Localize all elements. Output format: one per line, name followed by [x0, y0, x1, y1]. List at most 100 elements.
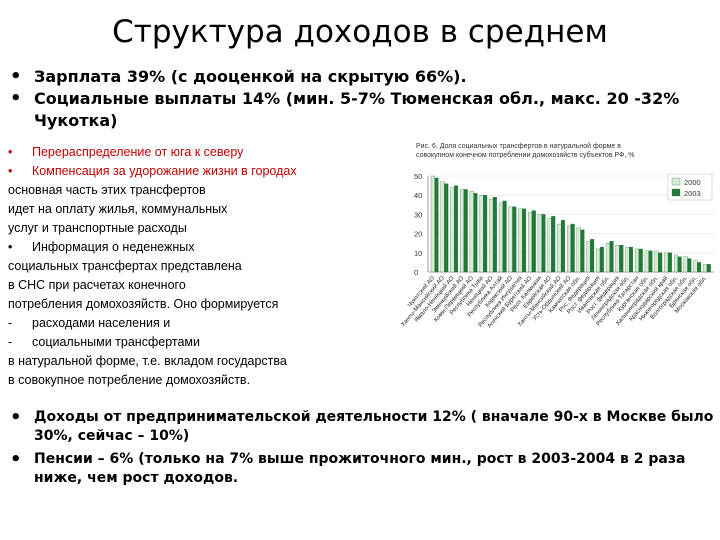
line-text: социальных трансфертах представлена — [8, 259, 242, 273]
bar-2003 — [434, 177, 439, 273]
transfers-line: - расходами населения и — [8, 314, 408, 333]
transfers-line: • Компенсация за удорожание жизни в город… — [8, 162, 408, 181]
line-marker: • — [8, 164, 13, 178]
line-text: Перераспределение от юга к северу — [32, 145, 244, 159]
bar-2003 — [638, 248, 643, 273]
bar-2003 — [483, 195, 488, 273]
bar-2003 — [541, 214, 546, 273]
transfers-line: основная часть этих трансфертов — [8, 181, 408, 200]
bar-2000 — [528, 212, 533, 273]
bar-2000 — [586, 241, 591, 273]
bar-2000 — [469, 191, 474, 273]
line-marker: - — [8, 316, 13, 330]
bar-2003 — [706, 264, 711, 273]
bar-2003 — [677, 256, 682, 273]
y-tick-label: 50 — [414, 172, 422, 181]
bar-2003 — [560, 220, 565, 273]
transfers-line: • Перераспределение от юга к северу — [8, 143, 408, 162]
chart-title: совокупном конечном потреблении домохозя… — [416, 151, 635, 159]
bullet-wages: • Зарплата 39% (с дооценкой на скрытую 6… — [8, 66, 714, 88]
bar-2000 — [489, 198, 494, 273]
line-text: в совокупное потребление домохозяйств. — [8, 373, 251, 387]
legend-swatch — [671, 188, 681, 197]
bullet-pensions: • Пенсии – 6% (только на 7% выше прожито… — [8, 450, 714, 488]
transfers-line: идет на оплату жилья, коммунальных — [8, 200, 408, 219]
line-text: социальными трансфертами — [32, 335, 200, 349]
legend-label: 2003 — [684, 189, 701, 198]
y-tick-label: 10 — [414, 249, 422, 258]
transfers-line: в натуральной форме, т.е. вкладом госуда… — [8, 352, 408, 371]
line-text: Компенсация за удорожание жизни в города… — [32, 164, 297, 178]
bar-2003 — [697, 262, 702, 273]
bar-2000 — [547, 218, 552, 273]
bar-2000 — [654, 250, 659, 273]
bullet-social-payments: • Социальные выплаты 14% (мин. 5-7% Тюме… — [8, 88, 714, 132]
line-text: основная часть этих трансфертов — [8, 183, 206, 197]
transfers-line: потребления домохозяйств. Оно формируетс… — [8, 295, 408, 314]
bar-2000 — [460, 189, 465, 273]
line-text: в СНС при расчетах конечного — [8, 278, 186, 292]
bullet-marker: • — [10, 66, 22, 87]
bar-2003 — [687, 258, 692, 273]
line-marker: • — [8, 145, 13, 159]
bar-2000 — [615, 244, 620, 273]
bar-2003 — [580, 229, 585, 273]
bar-2000 — [703, 264, 708, 273]
bullet-marker: • — [10, 407, 22, 428]
bullet-marker: • — [10, 88, 22, 109]
bar-2003 — [522, 208, 527, 273]
bar-2003 — [629, 246, 634, 273]
bar-2003 — [531, 210, 536, 273]
bar-2000 — [430, 175, 435, 273]
bullet-text: Пенсии – 6% (только на 7% выше прожиточн… — [34, 451, 686, 486]
bar-2000 — [450, 187, 455, 273]
bar-2000 — [664, 252, 669, 273]
bar-2000 — [508, 206, 513, 273]
bar-2003 — [444, 183, 449, 273]
transfers-line: в совокупное потребление домохозяйств. — [8, 371, 408, 390]
legend-label: 2000 — [684, 178, 701, 187]
bar-2003 — [619, 244, 624, 273]
bar-2003 — [658, 252, 663, 273]
line-text: услуг и транспортные расходы — [8, 221, 187, 235]
bar-2000 — [625, 246, 630, 273]
bullet-text: Доходы от предпринимательской деятельнос… — [34, 409, 714, 444]
bar-2000 — [498, 202, 503, 273]
bar-2000 — [605, 243, 610, 273]
chart-title: Рис. 6. Доля социальных трансфертов в на… — [416, 142, 621, 150]
bar-2003 — [551, 216, 556, 273]
bottom-bullet-list: • Доходы от предпринимательской деятельн… — [8, 408, 714, 492]
transfers-explanation: • Перераспределение от юга к северу • Компе… — [8, 143, 408, 390]
bar-2003 — [609, 241, 614, 273]
social-transfers-chart: Рис. 6. Доля социальных трансфертов в на… — [388, 138, 718, 370]
transfers-line: социальных трансфертах представлена — [8, 257, 408, 276]
bar-2000 — [644, 250, 649, 273]
transfers-line: • Информация о неденежных — [8, 238, 408, 257]
bar-2003 — [473, 193, 478, 273]
chart-svg: Рис. 6. Доля социальных трансфертов в на… — [400, 142, 714, 329]
line-text: расходами населения и — [32, 316, 171, 330]
bar-2000 — [557, 223, 562, 273]
line-marker: - — [8, 335, 13, 349]
bar-2003 — [463, 189, 468, 273]
bar-2003 — [502, 200, 507, 273]
bullet-business-income: • Доходы от предпринимательской деятельн… — [8, 408, 714, 446]
bar-2003 — [648, 250, 653, 273]
bar-2003 — [570, 223, 575, 273]
legend-swatch — [671, 177, 681, 186]
bar-2000 — [596, 248, 601, 273]
bar-2000 — [683, 256, 688, 273]
bullet-text: Социальные выплаты 14% (мин. 5-7% Тюменс… — [34, 89, 680, 130]
bar-2000 — [440, 181, 445, 273]
y-tick-label: 30 — [414, 210, 422, 219]
transfers-line: в СНС при расчетах конечного — [8, 276, 408, 295]
slide-title: Структура доходов в среднем — [112, 14, 608, 50]
bar-2003 — [512, 206, 517, 273]
y-tick-label: 40 — [414, 191, 422, 200]
transfers-line: - социальными трансфертами — [8, 333, 408, 352]
line-text: в натуральной форме, т.е. вкладом госуда… — [8, 354, 287, 368]
line-text: Информация о неденежных — [32, 240, 195, 254]
bar-2000 — [537, 214, 542, 273]
bar-2000 — [576, 227, 581, 273]
bullet-marker: • — [10, 449, 22, 470]
